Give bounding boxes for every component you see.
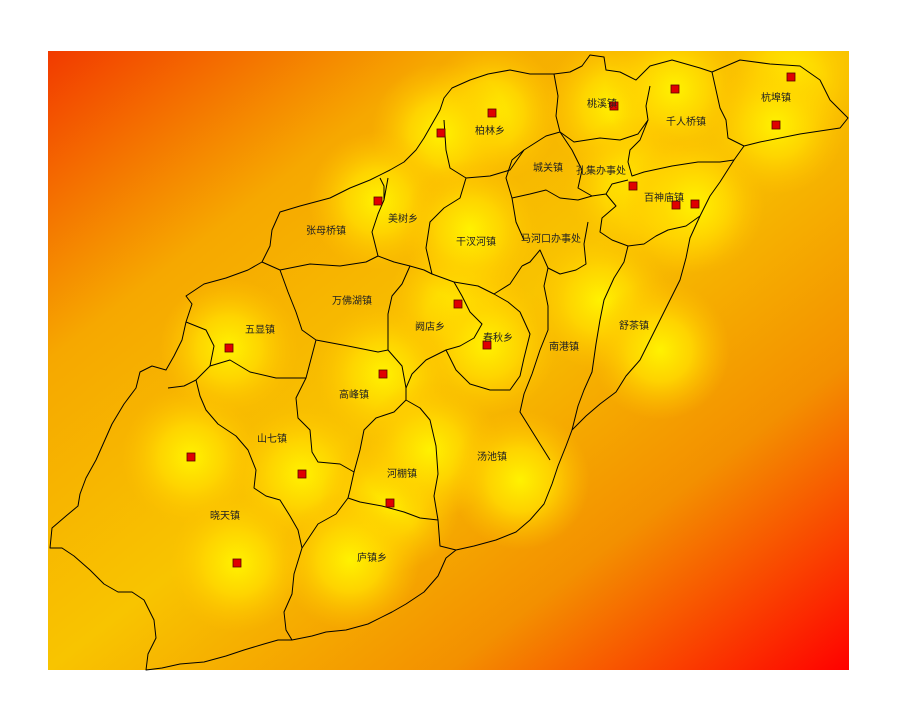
township-label: 千人桥镇 [666,115,706,128]
township-label: 孔集办事处 [576,164,626,177]
sample-site-marker [771,120,781,130]
township-label: 河棚镇 [387,467,417,480]
township-boundaries [49,54,849,671]
sample-sites [186,72,796,568]
sample-site-marker [609,101,619,111]
township-label: 美树乡 [388,212,418,225]
township-label: 南港镇 [549,340,579,353]
boundary-line [711,71,745,147]
boundary-line [627,119,735,177]
township-label: 汤池镇 [477,450,507,463]
boundary-line [521,221,589,275]
boundary-line [553,73,651,143]
boundary-line [209,339,317,379]
boundary-line [571,245,629,431]
boundary-line [405,399,457,551]
township-label: 舒茶镇 [619,319,649,332]
sample-site-marker [690,199,700,209]
township-label: 山七镇 [257,432,287,445]
county-outline [49,54,849,671]
sample-site-marker [232,558,242,568]
boundary-line [387,265,411,389]
sample-site-marker [297,469,307,479]
boundary-line [295,377,407,473]
township-label: 五显镇 [245,323,275,336]
boundary-line [559,131,629,197]
surface-hotspot [280,490,420,630]
township-label: 阙店乡 [415,320,445,333]
interpolated-surface [48,51,849,670]
sample-site-marker [224,343,234,353]
boundary-line [379,177,385,200]
township-label: 庐镇乡 [357,551,387,564]
township-label: 马河口办事处 [521,232,581,245]
sample-site-marker [186,452,196,462]
boundary-line [261,255,379,271]
boundary-line [347,471,439,521]
surface-hotspot [590,280,730,420]
township-label: 高峰镇 [339,388,369,401]
boundary-line [443,119,561,179]
township-label: 春秋乡 [483,331,513,344]
sample-site-marker [373,196,383,206]
township-label: 干汊河镇 [456,235,496,248]
boundary-line [195,379,303,549]
township-label: 张母桥镇 [306,224,346,237]
township-label: 百神庙镇 [644,191,684,204]
township-label: 杭埠镇 [761,91,791,104]
boundary-line [279,269,389,353]
sample-site-marker [453,299,463,309]
sample-site-marker [487,108,497,118]
boundary-line [283,497,349,641]
surface-hotspot [450,410,590,550]
township-label: 柏林乡 [475,124,505,137]
boundary-line [511,189,593,201]
sample-site-marker [628,181,638,191]
sample-site-marker [786,72,796,82]
sample-site-marker [671,200,681,210]
sample-site-marker [482,340,492,350]
surface-hotspots [121,51,849,633]
boundary-line [445,293,531,391]
boundary-line [405,281,483,389]
township-label: 城关镇 [533,161,563,174]
sample-site-marker [670,84,680,94]
township-label: 晓天镇 [210,509,240,522]
sample-site-marker [436,128,446,138]
township-label: 桃溪镇 [587,97,617,110]
surface-hotspot [400,160,540,300]
sample-site-marker [378,369,388,379]
boundary-line [505,149,525,241]
boundary-line [519,267,551,461]
township-label: 万佛湖镇 [332,294,372,307]
sample-site-marker [385,498,395,508]
